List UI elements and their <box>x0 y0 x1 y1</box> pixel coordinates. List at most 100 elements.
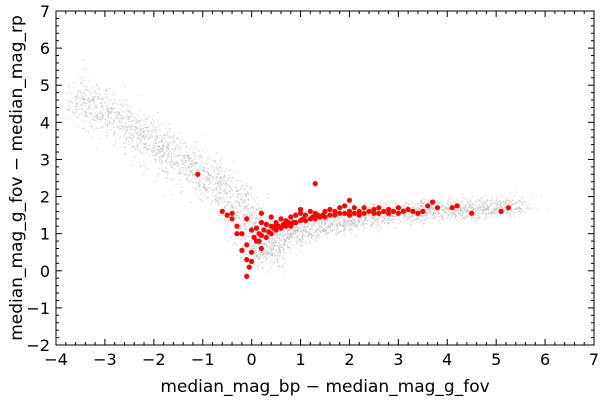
cloud-point <box>113 97 115 100</box>
cloud-point <box>284 262 286 264</box>
cloud-point <box>431 208 433 210</box>
cloud-point <box>71 110 74 112</box>
cloud-point <box>169 129 172 132</box>
cloud-point <box>244 237 247 239</box>
data-point <box>273 227 279 233</box>
cloud-point <box>114 111 116 114</box>
cloud-point <box>161 150 164 152</box>
cloud-point <box>198 154 200 157</box>
cloud-point <box>437 215 439 218</box>
cloud-point <box>257 247 259 249</box>
cloud-point <box>330 230 332 233</box>
cloud-point <box>160 139 162 142</box>
cloud-point <box>524 211 526 214</box>
y-tick-label: 0 <box>40 262 50 281</box>
cloud-point <box>465 212 468 214</box>
cloud-point <box>329 224 332 226</box>
cloud-point <box>236 197 239 199</box>
cloud-point <box>113 134 115 137</box>
cloud-point <box>142 164 144 167</box>
cloud-point <box>477 198 479 201</box>
cloud-point <box>68 103 71 105</box>
data-point <box>307 208 313 214</box>
cloud-point <box>424 222 426 224</box>
cloud-point <box>482 205 484 207</box>
cloud-point <box>290 229 293 231</box>
cloud-point <box>380 220 382 222</box>
cloud-point <box>83 120 85 122</box>
cloud-point <box>320 221 323 224</box>
cloud-point <box>449 194 451 197</box>
data-point <box>390 208 397 214</box>
cloud-point <box>430 213 433 216</box>
cloud-point <box>194 178 197 180</box>
cloud-point <box>384 215 387 218</box>
cloud-point <box>436 200 438 203</box>
cloud-point <box>82 102 85 105</box>
cloud-point <box>489 199 492 202</box>
cloud-point <box>140 127 142 130</box>
cloud-point <box>253 215 255 217</box>
cloud-point <box>461 196 464 199</box>
cloud-point <box>211 194 214 197</box>
cloud-point <box>421 197 424 200</box>
data-point <box>288 223 294 229</box>
cloud-point <box>202 183 204 185</box>
cloud-point <box>184 140 186 143</box>
cloud-point <box>99 98 101 100</box>
cloud-point <box>203 194 206 196</box>
cloud-point <box>135 148 137 150</box>
cloud-point <box>186 177 189 180</box>
cloud-point <box>232 205 234 207</box>
cloud-point <box>93 103 96 105</box>
cloud-point <box>229 185 231 188</box>
cloud-point <box>404 202 407 204</box>
cloud-point <box>177 165 179 168</box>
cloud-point <box>413 218 416 221</box>
cloud-point <box>171 136 173 138</box>
cloud-point <box>143 137 146 140</box>
cloud-point <box>93 130 95 132</box>
cloud-point <box>115 117 117 120</box>
cloud-point <box>519 207 522 210</box>
cloud-point <box>430 205 433 207</box>
cloud-point <box>394 206 397 209</box>
cloud-point <box>134 116 136 119</box>
cloud-point <box>180 190 183 193</box>
cloud-point <box>416 208 419 210</box>
cloud-point <box>116 114 118 117</box>
cloud-point <box>75 116 78 118</box>
cloud-point <box>192 164 194 166</box>
cloud-point <box>407 216 410 218</box>
cloud-point <box>429 216 432 219</box>
data-point <box>278 225 284 231</box>
cloud-point <box>76 104 79 106</box>
cloud-point <box>260 261 262 264</box>
cloud-point <box>371 221 374 223</box>
cloud-point <box>123 127 125 130</box>
cloud-point <box>221 199 223 201</box>
cloud-point <box>372 227 375 229</box>
cloud-point <box>294 226 297 229</box>
cloud-point <box>348 225 351 227</box>
cloud-point <box>438 220 441 222</box>
cloud-point <box>522 196 524 198</box>
cloud-point <box>384 203 386 205</box>
cloud-point <box>167 154 170 157</box>
cloud-point <box>291 232 294 235</box>
cloud-point <box>495 199 498 202</box>
cloud-point <box>269 219 272 221</box>
cloud-point <box>388 221 391 224</box>
data-point <box>400 208 406 214</box>
cloud-point <box>389 219 392 222</box>
y-axis-title: median_mag_g_fov − median_mag_rp <box>7 15 27 341</box>
cloud-point <box>107 108 109 111</box>
cloud-point <box>443 208 446 211</box>
cloud-point <box>157 136 159 139</box>
cloud-point <box>408 203 410 205</box>
cloud-point <box>250 210 253 212</box>
cloud-point <box>369 221 372 223</box>
cloud-point <box>306 235 309 237</box>
cloud-point <box>330 222 333 224</box>
cloud-point <box>140 130 143 132</box>
